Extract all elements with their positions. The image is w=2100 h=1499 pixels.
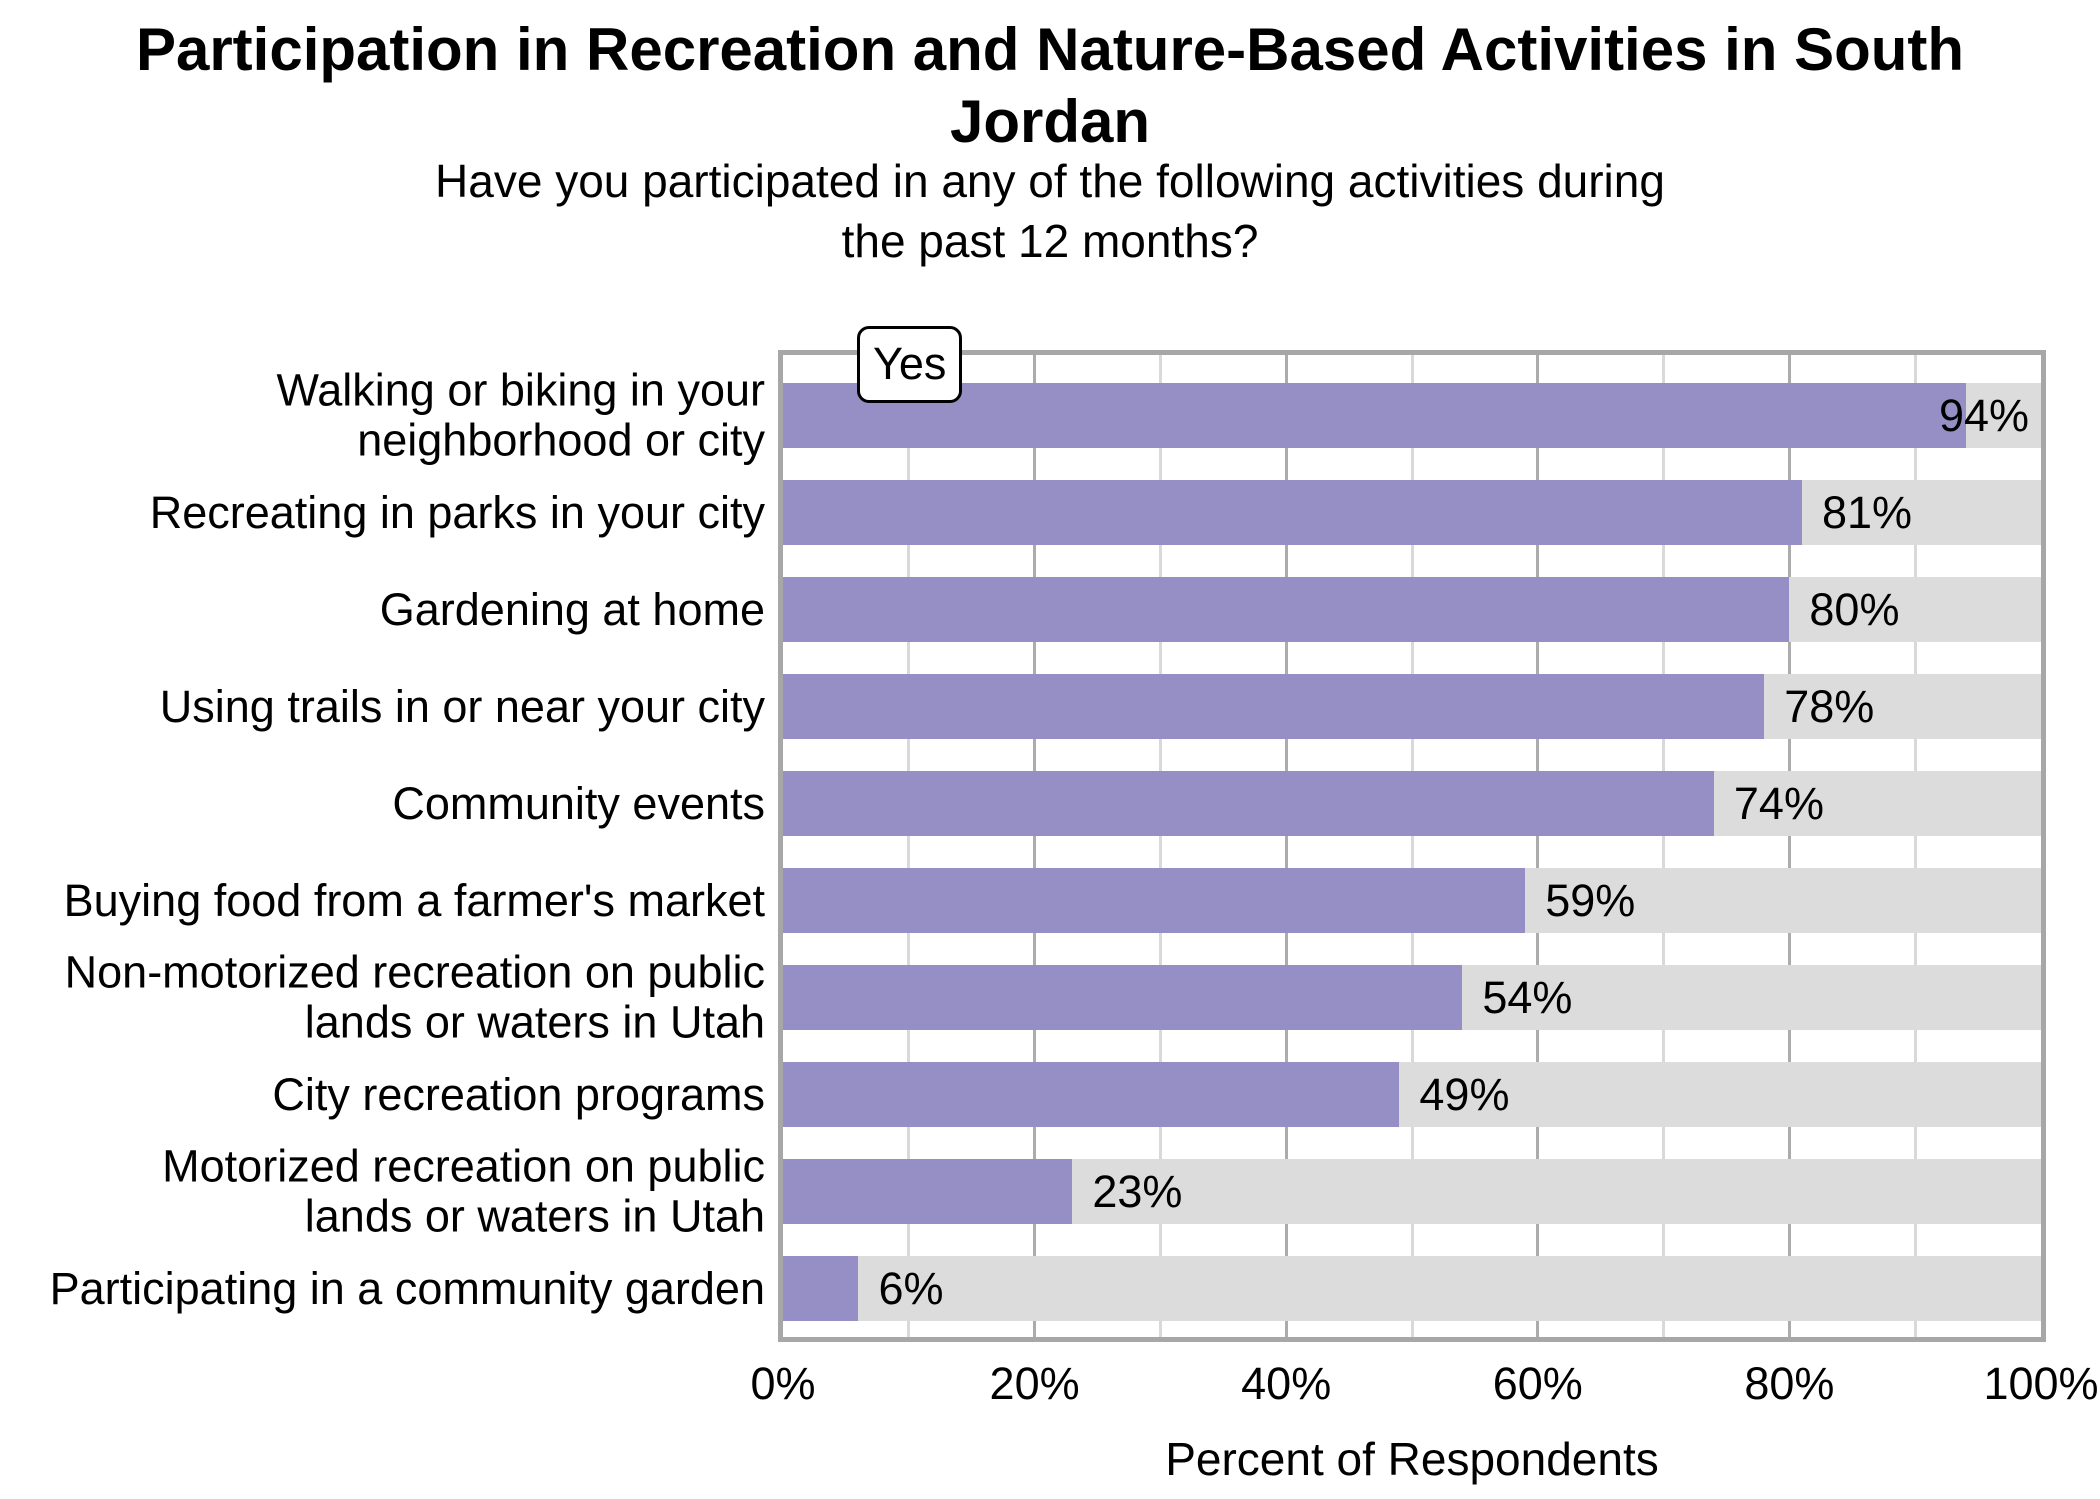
chart-title-text: Participation in Recreation and Nature-B… [135, 16, 1965, 155]
chart-subtitle: Have you participated in any of the foll… [0, 152, 2100, 272]
bar-value-label: 94% [1939, 390, 2030, 441]
bar-yes [783, 480, 1802, 545]
gridline-major [1284, 355, 1288, 1337]
category-label-line: Recreating in parks in your city [149, 486, 765, 538]
category-label-line: lands or waters in Utah [304, 996, 765, 1048]
gridline-minor [907, 355, 911, 1337]
gridline-minor [1158, 355, 1162, 1337]
gridline-minor [1662, 355, 1666, 1337]
x-tick-label: 80% [1744, 1358, 1835, 1409]
bar-yes [783, 965, 1463, 1030]
gridline-major [1536, 355, 1540, 1337]
x-axis-title: Percent of Respondents [1165, 1433, 1659, 1485]
category-label: Participating in a community garden [0, 1263, 765, 1313]
category-label: Gardening at home [0, 584, 765, 634]
chart-subtitle-text: Have you participated in any of the foll… [435, 155, 1665, 267]
category-label-line: neighborhood or city [357, 414, 765, 466]
category-label-line: Gardening at home [379, 583, 765, 635]
bar-background [783, 1256, 2041, 1321]
bar-value-label: 59% [1545, 875, 1636, 926]
bar-value-label: 49% [1419, 1069, 1510, 1120]
category-label-line: Buying food from a farmer's market [63, 874, 765, 926]
category-label: Walking or biking in your neighborhood or… [0, 364, 765, 466]
bar-value-label: 80% [1809, 584, 1900, 635]
category-label: Buying food from a farmer's market [0, 875, 765, 925]
bar-yes [783, 577, 1790, 642]
category-label-line: Non-motorized recreation on public [64, 946, 765, 998]
bar-value-label: 78% [1784, 681, 1875, 732]
bar-yes [783, 1159, 1073, 1224]
category-label: Recreating in parks in your city [0, 487, 765, 537]
x-tick-label: 20% [989, 1358, 1080, 1409]
gridline-major [1033, 355, 1037, 1337]
category-label-line: Using trails in or near your city [159, 680, 765, 732]
gridline-minor [1913, 355, 1917, 1337]
bar-value-label: 6% [878, 1263, 944, 1314]
gridline-major [1787, 355, 1791, 1337]
category-label-line: Community events [392, 777, 765, 829]
category-label-line: Motorized recreation on public [162, 1140, 765, 1192]
bar-yes [783, 1062, 1400, 1127]
x-tick-label: 100% [1983, 1358, 2099, 1409]
category-label-line: lands or waters in Utah [304, 1190, 765, 1242]
bar-value-label: 81% [1821, 487, 1913, 538]
category-label-line: City recreation programs [272, 1068, 765, 1120]
legend-yes-box: Yes [857, 326, 963, 403]
bar-value-label: 23% [1092, 1166, 1183, 1217]
x-tick-label: 60% [1492, 1358, 1583, 1409]
category-label-line: Participating in a community garden [49, 1262, 765, 1314]
category-label: Non-motorized recreation on public lands … [0, 946, 765, 1048]
category-label-line: Walking or biking in your [276, 364, 765, 416]
plot-panel-inner: 94% 81% 80% 78% 74% 59% 54% 49% 23% 6% [783, 355, 2041, 1337]
bar-value-label: 74% [1733, 778, 1824, 829]
gridline-minor [1410, 355, 1414, 1337]
bar-yes [783, 1256, 859, 1321]
chart-title: Participation in Recreation and Nature-B… [0, 14, 2100, 158]
x-tick-label: 0% [750, 1358, 816, 1409]
category-label: Using trails in or near your city [0, 681, 765, 731]
category-label: Community events [0, 778, 765, 828]
bar-yes [783, 868, 1526, 933]
bar-yes [783, 383, 1966, 448]
bar-value-label: 54% [1482, 972, 1573, 1023]
bar-yes [783, 674, 1765, 739]
legend-yes-label: Yes [873, 338, 947, 389]
bar-yes [783, 771, 1714, 836]
plot-panel: 94% 81% 80% 78% 74% 59% 54% 49% 23% 6% [778, 350, 2046, 1342]
category-label: Motorized recreation on public lands or w… [0, 1140, 765, 1242]
category-label: City recreation programs [0, 1069, 765, 1119]
x-tick-label: 40% [1241, 1358, 1332, 1409]
